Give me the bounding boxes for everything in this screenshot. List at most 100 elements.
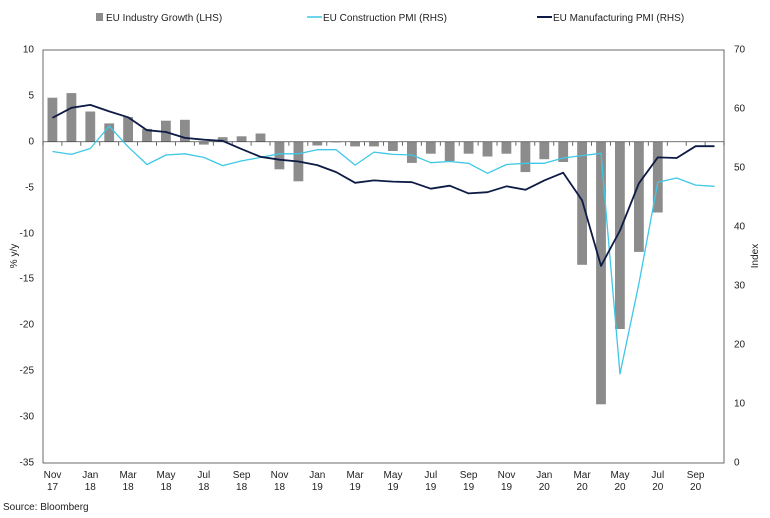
left-tick-label: -10	[20, 229, 35, 240]
industry-bar	[369, 141, 379, 147]
x-tick-month: May	[611, 470, 630, 481]
x-tick-month: Nov	[271, 470, 289, 481]
industry-bar	[350, 141, 360, 147]
x-tick-month: Sep	[233, 470, 251, 481]
industry-bar	[85, 111, 96, 142]
x-tick-year: 20	[614, 482, 626, 493]
industry-bar	[104, 123, 115, 142]
x-tick-month: Mar	[346, 470, 364, 481]
industry-bar	[198, 141, 209, 145]
industry-bar	[407, 141, 417, 163]
x-tick-month: Nov	[498, 470, 516, 481]
industry-bar	[255, 133, 266, 142]
x-tick-month: Jan	[82, 470, 98, 481]
x-tick-year: 19	[501, 482, 513, 493]
left-tick-label: -5	[25, 183, 34, 194]
industry-bar	[444, 141, 455, 162]
right-tick-label: 60	[734, 104, 746, 115]
x-axis-ticks	[42, 141, 725, 146]
plot-frame	[42, 49, 725, 464]
x-tick-year: 19	[312, 482, 324, 493]
left-tick-label: -15	[20, 274, 35, 285]
x-tick-year: 18	[123, 482, 135, 493]
industry-bar	[501, 141, 512, 154]
x-tick-year: 19	[350, 482, 362, 493]
x-tick-month: Sep	[460, 470, 478, 481]
x-tick-month: Jul	[424, 470, 437, 481]
x-tick-month: Mar	[573, 470, 591, 481]
x-tick-year: 18	[274, 482, 286, 493]
right-tick-label: 40	[734, 222, 746, 233]
x-tick-month: Jan	[536, 470, 552, 481]
x-tick-year: 20	[690, 482, 702, 493]
right-tick-label: 20	[734, 340, 746, 351]
legend-swatch-industry	[96, 13, 103, 21]
x-tick-month: May	[384, 470, 403, 481]
x-tick-year: 17	[47, 482, 59, 493]
x-axis-labels: Nov17Jan18Mar18May18Jul18Sep18Nov18Jan19…	[44, 470, 705, 493]
industry-bar	[274, 141, 285, 170]
x-tick-year: 18	[160, 482, 172, 493]
x-tick-month: Sep	[687, 470, 705, 481]
left-axis-ticks: 10 5 0 -5 -10 -15 -20 -25 -30 -35	[20, 45, 35, 469]
right-tick-label: 30	[734, 281, 746, 292]
left-tick-label: 5	[28, 91, 34, 102]
x-tick-month: Jul	[651, 470, 664, 481]
legend: EU Industry Growth (LHS) EU Construction…	[96, 13, 684, 24]
x-tick-year: 19	[425, 482, 437, 493]
legend-label-construction: EU Construction PMI (RHS)	[323, 13, 447, 24]
industry-bar	[634, 141, 644, 252]
legend-item-manufacturing: EU Manufacturing PMI (RHS)	[537, 13, 684, 24]
industry-bar	[312, 141, 323, 146]
x-tick-year: 20	[539, 482, 551, 493]
left-tick-label: 10	[23, 45, 35, 56]
industry-bar	[425, 141, 436, 154]
left-tick-label: -20	[20, 320, 35, 331]
x-tick-month: Nov	[44, 470, 62, 481]
legend-item-construction: EU Construction PMI (RHS)	[307, 13, 447, 24]
x-tick-year: 18	[236, 482, 248, 493]
left-tick-label: 0	[28, 137, 34, 148]
industry-bar	[142, 128, 152, 142]
x-tick-month: Mar	[119, 470, 137, 481]
right-tick-label: 50	[734, 163, 746, 174]
industry-bar	[123, 117, 133, 142]
pmi-lines	[52, 104, 715, 375]
legend-item-industry: EU Industry Growth (LHS)	[96, 13, 222, 24]
x-tick-month: Jan	[309, 470, 325, 481]
industry-bar	[463, 141, 474, 154]
industry-bar	[539, 141, 550, 160]
right-tick-label: 70	[734, 45, 746, 56]
right-tick-label: 0	[734, 458, 740, 469]
construction-pmi-line	[52, 125, 715, 375]
manufacturing-pmi-line	[52, 104, 715, 267]
source-note: Source: Bloomberg	[3, 502, 89, 513]
left-tick-label: -35	[20, 458, 35, 469]
industry-bar	[47, 97, 58, 142]
industry-bars	[47, 93, 663, 405]
industry-bar	[217, 137, 228, 142]
right-axis-title: Index	[750, 244, 761, 268]
right-axis-ticks: 70 60 50 40 30 20 10 0	[734, 45, 746, 469]
industry-bar	[652, 141, 663, 213]
left-axis-title: % y/y	[9, 244, 20, 268]
industry-bar	[388, 141, 398, 151]
x-tick-month: Jul	[197, 470, 210, 481]
industry-bar	[596, 141, 606, 405]
legend-label-manufacturing: EU Manufacturing PMI (RHS)	[553, 13, 684, 24]
